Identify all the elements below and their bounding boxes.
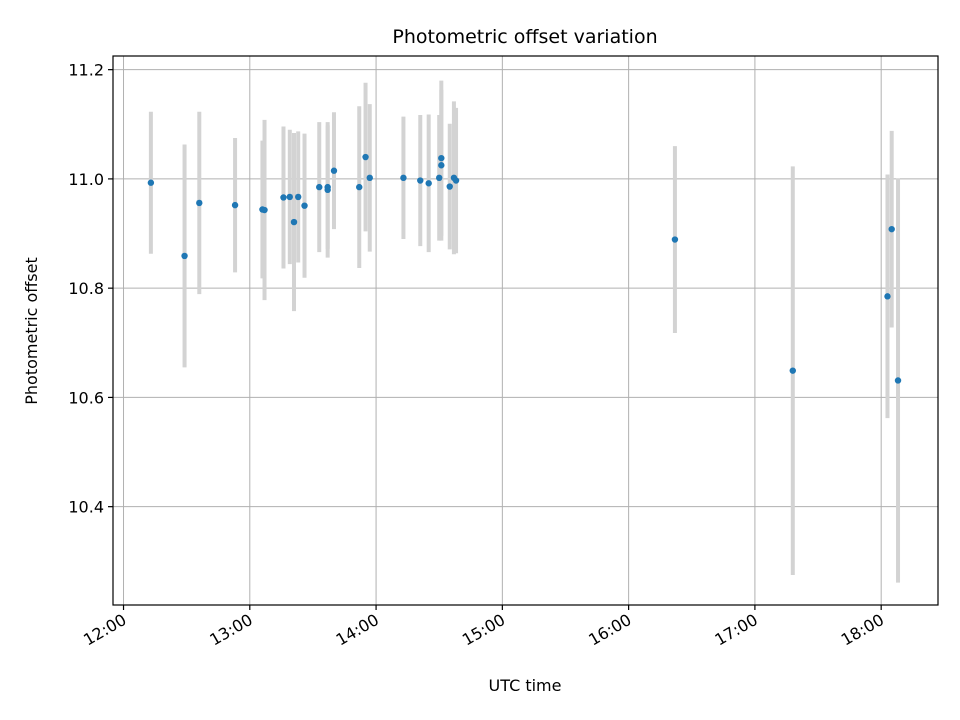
chart-title: Photometric offset variation bbox=[392, 26, 657, 48]
grid-lines bbox=[113, 56, 938, 605]
data-point bbox=[362, 153, 369, 161]
y-tick-label: 11.0 bbox=[68, 170, 104, 189]
plot-area bbox=[113, 56, 938, 605]
data-point bbox=[330, 167, 338, 174]
y-tick-label: 10.6 bbox=[68, 388, 104, 407]
plot-frame bbox=[112, 55, 939, 606]
data-point bbox=[438, 162, 445, 169]
data-point bbox=[301, 202, 308, 209]
data-point bbox=[316, 183, 323, 191]
data-point bbox=[888, 225, 895, 233]
data-point bbox=[324, 186, 331, 194]
data-point bbox=[884, 293, 891, 300]
data-point bbox=[280, 194, 287, 201]
data-point bbox=[452, 177, 460, 184]
data-point bbox=[438, 154, 445, 162]
y-axis: 10.4 10.6 10.8 11.0 11.2 bbox=[68, 61, 113, 517]
y-axis-title: Photometric offset bbox=[22, 257, 41, 405]
data-point bbox=[286, 193, 293, 201]
data-point bbox=[417, 177, 424, 184]
data-point bbox=[446, 183, 453, 190]
data-point bbox=[290, 218, 298, 226]
data-point bbox=[671, 236, 679, 243]
data-point bbox=[366, 174, 373, 182]
data-point bbox=[436, 174, 443, 182]
y-tick-label: 10.8 bbox=[68, 279, 104, 298]
x-axis-title: UTC time bbox=[489, 676, 562, 695]
data-point bbox=[894, 377, 902, 384]
data-point bbox=[425, 180, 432, 187]
data-point bbox=[295, 193, 302, 201]
data-point bbox=[181, 252, 188, 260]
data-point bbox=[261, 206, 268, 214]
data-point bbox=[356, 183, 363, 191]
data-point bbox=[789, 367, 796, 374]
y-tick-label: 10.4 bbox=[68, 498, 104, 517]
data-point bbox=[196, 199, 203, 207]
data-point bbox=[231, 201, 239, 209]
y-tick-label: 11.2 bbox=[68, 61, 104, 80]
data-points bbox=[147, 153, 902, 384]
data-point bbox=[400, 174, 407, 182]
data-point bbox=[147, 179, 155, 186]
